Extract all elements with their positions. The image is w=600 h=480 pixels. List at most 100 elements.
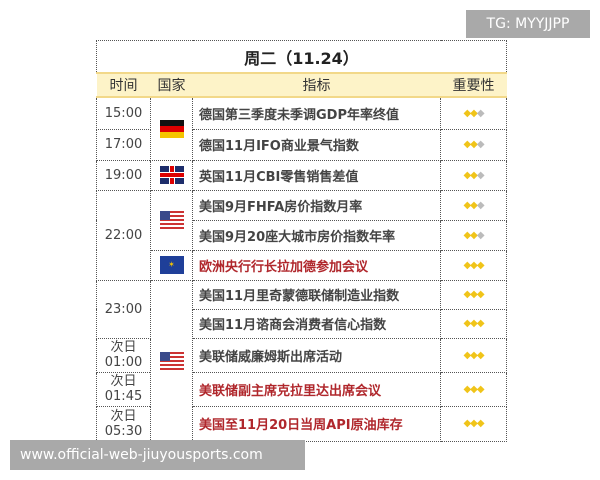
economic-calendar-table: 周二（11.24） 时间 国家 指标 重要性 15:00 德国第三季度未季调GDP… [96, 40, 507, 442]
importance-rating: ◆◆◆ [440, 189, 507, 221]
uk-flag-icon [159, 166, 184, 184]
indicator-name: 美国11月谘商会消费者信心指数 [192, 308, 441, 339]
grey-diamond-icon: ◆ [476, 229, 485, 241]
gold-diamond-icon: ◆ [476, 418, 485, 429]
gold-diamond-icon: ◆ [470, 259, 478, 271]
gold-diamond-icon: ◆ [470, 418, 478, 429]
importance-rating: ◆◆◆ [440, 159, 507, 191]
time-value: 17:00 [104, 137, 143, 152]
importance-rating: ◆◆◆ [440, 371, 507, 407]
indicator-name: 美国9月20座大城市房价指数年率 [192, 219, 441, 251]
importance-rating: ◆◆◆ [440, 308, 507, 339]
event-time: 次日 01:45 [96, 371, 151, 407]
header-importance: 重要性 [440, 72, 507, 98]
gold-diamond-icon: ◆ [463, 418, 471, 429]
gold-diamond-icon: ◆ [463, 318, 471, 329]
gold-diamond-icon: ◆ [470, 289, 478, 300]
table-row: 次日 05:30 美国至11月20日当周API原油库存 ◆◆◆ [96, 405, 507, 442]
time-value: 22:00 [104, 227, 143, 243]
gold-diamond-icon: ◆ [476, 318, 485, 329]
country-cell [150, 96, 193, 161]
header-indicator: 指标 [192, 72, 441, 98]
indicator-name: 德国11月IFO商业景气指数 [192, 128, 441, 161]
importance-rating: ◆◆◆ [440, 128, 507, 161]
gold-diamond-icon: ◆ [470, 107, 478, 119]
time-day: 次日 [110, 408, 137, 424]
indicator-name: 美国11月里奇蒙德联储制造业指数 [192, 279, 441, 310]
event-time: 22:00 [96, 189, 151, 281]
table-row: ✶ 欧洲央行行长拉加德参加会议 ◆◆◆ [97, 249, 507, 281]
gold-diamond-icon: ◆ [463, 229, 471, 241]
grey-diamond-icon: ◆ [476, 139, 485, 150]
importance-rating: ◆◆◆ [440, 249, 507, 281]
us-flag-icon [159, 351, 184, 370]
header-time: 时间 [96, 72, 151, 98]
gold-diamond-icon: ◆ [463, 107, 471, 119]
gold-diamond-icon: ◆ [470, 229, 478, 241]
grey-diamond-icon: ◆ [476, 199, 485, 211]
grey-diamond-icon: ◆ [476, 169, 485, 181]
event-time: 17:00 [96, 128, 151, 161]
importance-rating: ◆◆◆ [440, 405, 507, 442]
gold-diamond-icon: ◆ [463, 289, 471, 300]
time-value: 01:00 [104, 355, 143, 370]
gold-diamond-icon: ◆ [476, 349, 485, 361]
table-row: 美国11月谘商会消费者信心指数 ◆◆◆ [97, 308, 507, 339]
gold-diamond-icon: ◆ [470, 349, 478, 361]
importance-rating: ◆◆◆ [440, 96, 507, 130]
grey-diamond-icon: ◆ [476, 107, 485, 119]
event-time: 19:00 [96, 159, 151, 191]
table-row: 22:00 美国9月FHFA房价指数月率 ◆◆◆ [96, 189, 507, 281]
header-country: 国家 [150, 72, 193, 98]
time-value: 15:00 [104, 105, 143, 121]
eu-flag-icon: ✶ [159, 256, 184, 274]
time-day: 次日 [110, 340, 137, 355]
gold-diamond-icon: ◆ [470, 139, 478, 150]
germany-flag-icon [159, 119, 184, 138]
gold-diamond-icon: ◆ [470, 199, 478, 211]
time-value: 19:00 [104, 167, 143, 183]
gold-diamond-icon: ◆ [476, 383, 485, 395]
country-cell [150, 189, 193, 251]
gold-diamond-icon: ◆ [470, 169, 478, 181]
table-row: 19:00 英国11月CBI零售销售差值 ◆◆◆ [96, 159, 507, 191]
gold-diamond-icon: ◆ [470, 383, 478, 395]
indicator-name: 美国至11月20日当周API原油库存 [192, 405, 441, 442]
gold-diamond-icon: ◆ [463, 169, 471, 181]
indicator-name: 美国9月FHFA房价指数月率 [192, 189, 441, 221]
table-row: 15:00 德国第三季度未季调GDP年率终值 ◆◆◆ [96, 96, 507, 161]
time-day: 次日 [110, 374, 137, 389]
indicator-name: 欧洲央行行长拉加德参加会议 [192, 249, 441, 281]
event-time: 15:00 [96, 96, 151, 130]
gold-diamond-icon: ◆ [476, 289, 485, 300]
importance-rating: ◆◆◆ [440, 219, 507, 251]
table-row: 17:00 德国11月IFO商业景气指数 ◆◆◆ [96, 128, 507, 161]
country-cell [150, 279, 193, 442]
event-time: 23:00 [96, 279, 151, 339]
country-cell: ✶ [150, 249, 193, 281]
table-title: 周二（11.24） [96, 40, 507, 73]
gold-diamond-icon: ◆ [463, 349, 471, 361]
indicator-name: 美联储威廉姆斯出席活动 [192, 337, 441, 373]
indicator-name: 英国11月CBI零售销售差值 [192, 159, 441, 191]
gold-diamond-icon: ◆ [463, 383, 471, 395]
indicator-name: 美联储副主席克拉里达出席会议 [192, 371, 441, 407]
gold-diamond-icon: ◆ [463, 199, 471, 211]
table-row: 次日 01:00 美联储威廉姆斯出席活动 ◆◆◆ [96, 337, 507, 373]
table-row: 次日 01:45 美联储副主席克拉里达出席会议 ◆◆◆ [96, 371, 507, 407]
indicator-name: 德国第三季度未季调GDP年率终值 [192, 96, 441, 130]
time-value: 01:45 [104, 389, 143, 404]
gold-diamond-icon: ◆ [470, 318, 478, 329]
table-row: 23:00 美国11月里奇蒙德联储制造业指数 ◆◆◆ [96, 279, 507, 442]
gold-diamond-icon: ◆ [463, 139, 471, 150]
time-value: 05:30 [104, 423, 143, 439]
importance-rating: ◆◆◆ [440, 279, 507, 310]
time-value: 23:00 [104, 301, 143, 317]
country-cell [150, 159, 193, 191]
table-row: 美国9月20座大城市房价指数年率 ◆◆◆ [97, 219, 507, 251]
website-banner: www.official-web-jiuyousports.com [10, 440, 305, 470]
us-flag-icon [159, 211, 184, 229]
tg-tag: TG: MYYJJPP [466, 10, 590, 38]
event-time: 次日 05:30 [96, 405, 151, 442]
event-time: 次日 01:00 [96, 337, 151, 373]
